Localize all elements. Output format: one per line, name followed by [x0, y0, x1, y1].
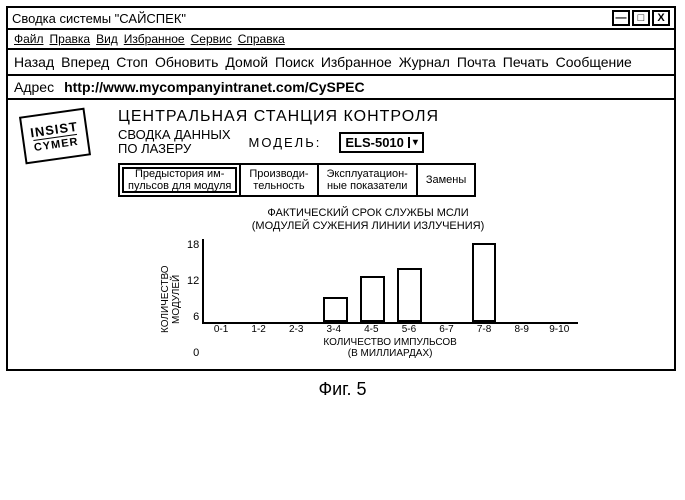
- bar-slot-7: [466, 239, 501, 322]
- xtick-0: 0-1: [202, 324, 240, 335]
- window-title: Сводка системы "САЙСПЕК": [12, 11, 612, 26]
- maximize-button[interactable]: □: [632, 10, 650, 26]
- model-value: ELS-5010: [345, 135, 404, 150]
- address-label: Адрес: [14, 79, 54, 95]
- figure-caption: Фиг. 5: [0, 379, 685, 400]
- ytick: 6: [187, 311, 199, 323]
- address-url[interactable]: http://www.mycompanyintranet.com/CySPEC: [64, 79, 365, 95]
- subtitle-line1: СВОДКА ДАННЫХ: [118, 128, 231, 142]
- chart-yticks: 18 12 6 0: [184, 239, 202, 359]
- bar-slot-4: [355, 239, 390, 322]
- toolbar-item-0[interactable]: Назад: [14, 54, 54, 70]
- menu-item-5[interactable]: Справка: [238, 32, 285, 46]
- toolbar-item-7[interactable]: Журнал: [399, 54, 450, 70]
- tab-1[interactable]: Производи- тельность: [241, 163, 318, 197]
- toolbar-item-4[interactable]: Домой: [225, 54, 268, 70]
- logo: INSIST CYMER: [19, 108, 91, 165]
- bar-3: [323, 297, 348, 322]
- xtick-9: 9-10: [540, 324, 578, 335]
- bar-slot-8: [504, 239, 539, 322]
- menu-item-2[interactable]: Вид: [96, 32, 118, 46]
- bar-slot-5: [392, 239, 427, 322]
- ytick: 18: [187, 239, 199, 251]
- toolbar-item-1[interactable]: Вперед: [61, 54, 109, 70]
- xtick-5: 5-6: [390, 324, 428, 335]
- tab-0[interactable]: Предыстория им- пульсов для модуля: [118, 163, 241, 197]
- model-label: МОДЕЛЬ:: [249, 135, 322, 150]
- chart-plot: [202, 239, 578, 324]
- close-button[interactable]: X: [652, 10, 670, 26]
- xtick-7: 7-8: [465, 324, 503, 335]
- bar-slot-9: [541, 239, 576, 322]
- xtick-2: 2-3: [277, 324, 315, 335]
- minimize-button[interactable]: —: [612, 10, 630, 26]
- menu-item-3[interactable]: Избранное: [124, 32, 185, 46]
- toolbar-item-3[interactable]: Обновить: [155, 54, 218, 70]
- chart-title-line1: ФАКТИЧЕСКИЙ СРОК СЛУЖБЫ МСЛИ: [158, 207, 578, 220]
- model-select[interactable]: ELS-5010 ▾: [339, 132, 424, 153]
- toolbar-item-6[interactable]: Избранное: [321, 54, 392, 70]
- bar-slot-0: [206, 239, 241, 322]
- menu-item-1[interactable]: Правка: [50, 32, 91, 46]
- bar-4: [360, 276, 385, 322]
- chart-xticks: 0-11-22-33-44-55-66-77-88-99-10: [202, 324, 578, 335]
- chart-xlabel-line2: (В МИЛЛИАРДАХ): [202, 348, 578, 359]
- chart-title-line2: (МОДУЛЕЙ СУЖЕНИЯ ЛИНИИ ИЗЛУЧЕНИЯ): [158, 220, 578, 233]
- subtitle-line2: ПО ЛАЗЕРУ: [118, 142, 231, 156]
- toolbar: Назад Вперед Стоп Обновить Домой Поиск Избранн…: [8, 50, 674, 76]
- bar-slot-3: [318, 239, 353, 322]
- toolbar-item-2[interactable]: Стоп: [116, 54, 148, 70]
- xtick-4: 4-5: [353, 324, 391, 335]
- bar-slot-2: [281, 239, 316, 322]
- page-title: ЦЕНТРАЛЬНАЯ СТАНЦИЯ КОНТРОЛЯ: [118, 108, 664, 126]
- xtick-1: 1-2: [240, 324, 278, 335]
- chart-ylabel: КОЛИЧЕСТВО МОДУЛЕЙ: [158, 239, 184, 359]
- ytick: 12: [187, 275, 199, 287]
- bar-7: [472, 243, 497, 322]
- menubar: Файл Правка Вид Избранное Сервис Справка: [8, 30, 674, 50]
- chevron-down-icon: ▾: [408, 137, 418, 148]
- tab-3[interactable]: Замены: [418, 163, 476, 197]
- xtick-6: 6-7: [428, 324, 466, 335]
- tab-2[interactable]: Эксплуатацион- ные показатели: [319, 163, 418, 197]
- menu-item-4[interactable]: Сервис: [191, 32, 232, 46]
- xtick-8: 8-9: [503, 324, 541, 335]
- chart-xlabel-line1: КОЛИЧЕСТВО ИМПУЛЬСОВ: [202, 337, 578, 348]
- tabs: Предыстория им- пульсов для модуляПроизв…: [118, 163, 664, 197]
- xtick-3: 3-4: [315, 324, 353, 335]
- toolbar-item-9[interactable]: Печать: [503, 54, 549, 70]
- toolbar-item-5[interactable]: Поиск: [275, 54, 314, 70]
- toolbar-item-10[interactable]: Сообщение: [556, 54, 632, 70]
- bar-slot-6: [429, 239, 464, 322]
- bar-5: [397, 268, 422, 322]
- menu-item-0[interactable]: Файл: [14, 32, 44, 46]
- bar-slot-1: [243, 239, 278, 322]
- toolbar-item-8[interactable]: Почта: [457, 54, 496, 70]
- ytick: 0: [187, 347, 199, 359]
